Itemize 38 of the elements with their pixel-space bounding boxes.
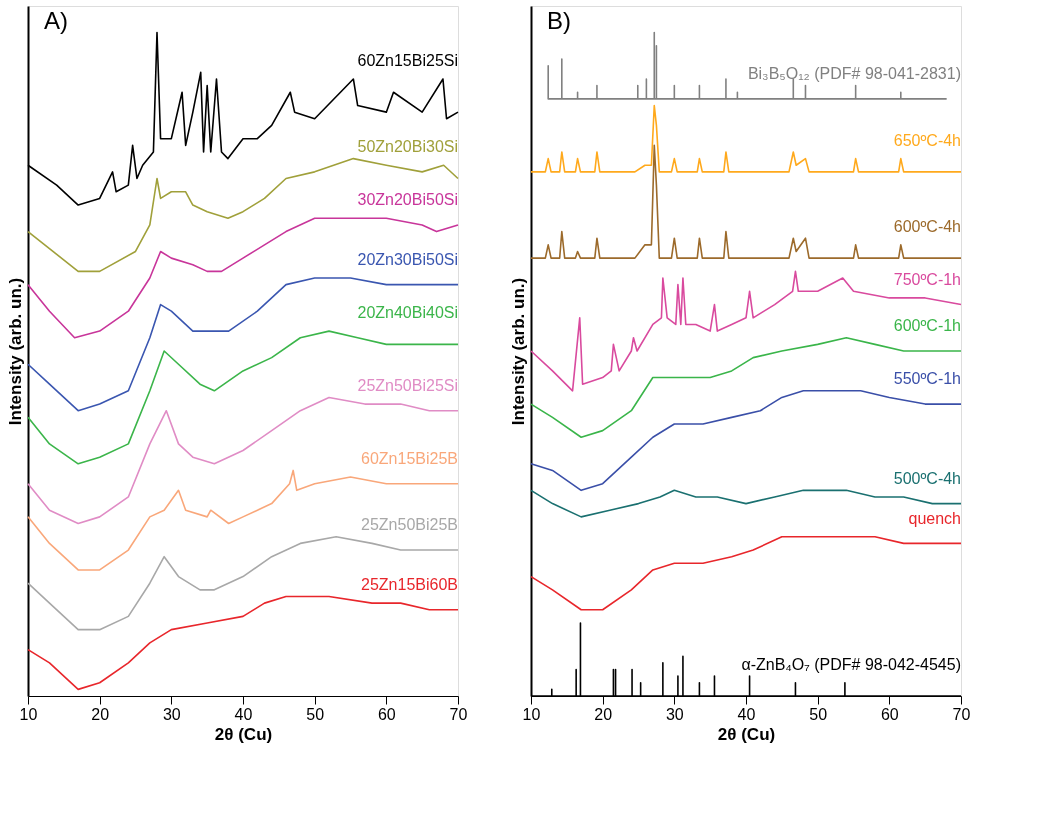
series-label: 50Zn20Bi30Si — [357, 138, 458, 156]
x-tick-label: 10 — [522, 705, 541, 723]
series-label: 30Zn20Bi50Si — [357, 191, 458, 209]
x-tick-label: 70 — [952, 705, 971, 723]
x-tick-label: 30 — [665, 705, 684, 723]
x-tick-label: 20 — [594, 705, 613, 723]
series-label: α-ZnB₄O₇ (PDF# 98-042-4545) — [741, 655, 961, 673]
y-axis-title: Intensity (arb. un.) — [5, 277, 25, 426]
x-axis-title: 2θ (Cu) — [717, 724, 776, 744]
x-tick-label: 60 — [880, 705, 899, 723]
series-label: 20Zn40Bi40Si — [357, 304, 458, 322]
series-label: quench — [908, 509, 961, 527]
x-tick-label: 70 — [449, 705, 468, 723]
chart-title: A) — [44, 7, 68, 34]
chart-title: B) — [547, 7, 571, 34]
y-axis-title: Intensity (arb. un.) — [508, 277, 528, 426]
series-label: 500ºC-4h — [893, 470, 961, 488]
x-tick-label: 60 — [377, 705, 396, 723]
x-tick-label: 20 — [91, 705, 110, 723]
series-label: 650ºC-4h — [893, 131, 961, 149]
x-tick-label: 10 — [19, 705, 38, 723]
series-label: 600ºC-1h — [893, 317, 961, 335]
series-label: 60Zn15Bi25B — [361, 450, 458, 468]
series-label: Bi₃B₅O₁₂ (PDF# 98-041-2831) — [747, 65, 961, 83]
x-axis-title: 2θ (Cu) — [214, 724, 273, 744]
series-label: 25Zn15Bi60B — [361, 576, 458, 594]
x-tick-label: 30 — [162, 705, 181, 723]
x-tick-label: 50 — [809, 705, 828, 723]
series-label: 550ºC-1h — [893, 370, 961, 388]
x-tick-label: 40 — [234, 705, 253, 723]
x-tick-label: 40 — [737, 705, 756, 723]
series-label: 750ºC-1h — [893, 270, 961, 288]
series-label: 20Zn30Bi50Si — [357, 251, 458, 269]
x-tick-label: 50 — [306, 705, 325, 723]
series-label: 60Zn15Bi25Si — [357, 52, 458, 70]
series-label: 25Zn50Bi25B — [361, 516, 458, 534]
series-label: 600ºC-4h — [893, 217, 961, 235]
series-label: 25Zn50Bi25Si — [357, 377, 458, 395]
